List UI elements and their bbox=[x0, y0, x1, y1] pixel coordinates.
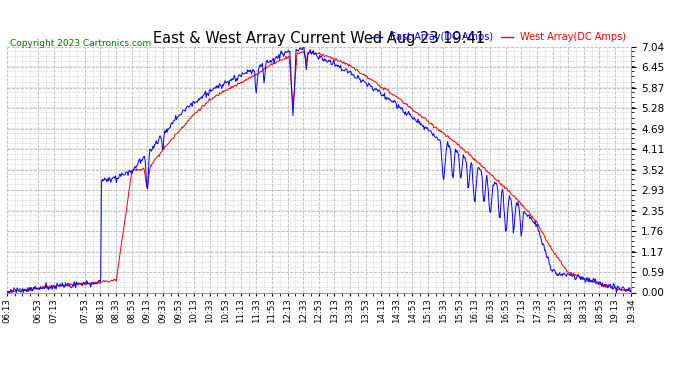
West Array(DC Amps) bbox=[402, 101, 410, 106]
East Array(DC Amps) bbox=[478, 175, 486, 179]
Line: East Array(DC Amps): East Array(DC Amps) bbox=[7, 46, 631, 292]
West Array(DC Amps) bbox=[477, 164, 486, 169]
Legend: East Array(DC Amps), West Array(DC Amps): East Array(DC Amps), West Array(DC Amps) bbox=[367, 28, 631, 46]
West Array(DC Amps) bbox=[3, 290, 11, 295]
West Array(DC Amps) bbox=[41, 284, 50, 288]
West Array(DC Amps) bbox=[366, 77, 375, 82]
West Array(DC Amps) bbox=[541, 236, 549, 241]
Line: West Array(DC Amps): West Array(DC Amps) bbox=[7, 51, 631, 292]
West Array(DC Amps) bbox=[299, 49, 308, 54]
East Array(DC Amps) bbox=[402, 113, 411, 118]
East Array(DC Amps) bbox=[42, 280, 50, 285]
East Array(DC Amps) bbox=[299, 44, 308, 48]
East Array(DC Amps) bbox=[3, 290, 11, 294]
Title: East & West Array Current Wed Aug 23 19:41: East & West Array Current Wed Aug 23 19:… bbox=[153, 31, 485, 46]
East Array(DC Amps) bbox=[384, 96, 392, 100]
West Array(DC Amps) bbox=[382, 87, 391, 92]
East Array(DC Amps) bbox=[627, 290, 635, 295]
East Array(DC Amps) bbox=[542, 252, 551, 256]
East Array(DC Amps) bbox=[367, 84, 375, 89]
East Array(DC Amps) bbox=[3, 290, 12, 295]
Text: Copyright 2023 Cartronics.com: Copyright 2023 Cartronics.com bbox=[10, 39, 152, 48]
West Array(DC Amps) bbox=[627, 288, 635, 293]
